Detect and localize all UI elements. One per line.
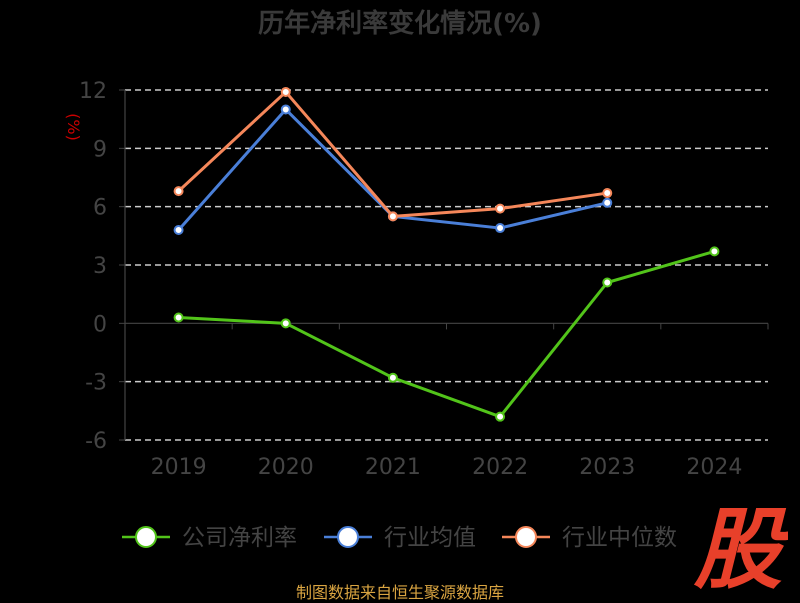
legend-label: 公司净利率 bbox=[182, 525, 297, 551]
data-point bbox=[602, 197, 613, 208]
series-line bbox=[177, 90, 608, 218]
y-tick-label: 12 bbox=[79, 79, 107, 104]
x-tick-label: 2024 bbox=[686, 455, 742, 480]
legend-marker bbox=[337, 526, 359, 548]
data-point bbox=[280, 104, 291, 115]
x-tick-label: 2020 bbox=[258, 455, 314, 480]
y-tick-label: 9 bbox=[93, 137, 107, 162]
data-point bbox=[280, 86, 291, 97]
data-point bbox=[280, 318, 291, 329]
y-tick-label: 0 bbox=[93, 312, 107, 337]
data-point bbox=[495, 203, 506, 214]
x-tick-label: 2021 bbox=[365, 455, 421, 480]
data-point bbox=[602, 188, 613, 199]
x-tick-label: 2022 bbox=[472, 455, 528, 480]
data-point bbox=[709, 246, 720, 257]
legend: 公司净利率 行业均值 行业中位数 bbox=[122, 525, 677, 551]
y-axis-label: (%) bbox=[64, 113, 83, 141]
data-point bbox=[173, 312, 184, 323]
x-tick-label: 2019 bbox=[151, 455, 207, 480]
y-tick-label: -3 bbox=[85, 371, 107, 396]
legend-marker bbox=[515, 526, 537, 548]
legend-item: 行业中位数 bbox=[502, 525, 677, 551]
legend-label: 行业均值 bbox=[384, 525, 476, 551]
series-line bbox=[178, 249, 715, 419]
data-point bbox=[387, 372, 398, 383]
brand-logo: 股 bbox=[693, 500, 788, 592]
axes: 12 9 6 3 0 -3 -6 2019 2020 2021 2022 2023 2024 bbox=[79, 79, 769, 480]
chart-title: 历年净利率变化情况(%) bbox=[258, 8, 542, 39]
y-tick-label: 6 bbox=[93, 196, 107, 221]
data-point bbox=[602, 277, 613, 288]
y-tick-label: 3 bbox=[93, 254, 107, 279]
series-layer bbox=[173, 86, 720, 422]
brand-logo-mark: 股 bbox=[693, 500, 788, 592]
data-point bbox=[495, 223, 506, 234]
series-0 bbox=[173, 246, 720, 422]
legend-item: 行业均值 bbox=[324, 525, 476, 551]
legend-item: 公司净利率 bbox=[122, 525, 297, 551]
x-tick-label: 2023 bbox=[579, 455, 635, 480]
data-point bbox=[173, 186, 184, 197]
data-point bbox=[173, 225, 184, 235]
data-point bbox=[387, 211, 398, 222]
data-point bbox=[495, 411, 506, 422]
y-tick-label: -6 bbox=[85, 429, 107, 454]
data-source-credit: 制图数据来自恒生聚源数据库 bbox=[295, 583, 504, 602]
legend-label: 行业中位数 bbox=[562, 525, 677, 551]
legend-marker bbox=[135, 526, 157, 548]
grid-lines bbox=[125, 89, 768, 441]
series-2 bbox=[173, 86, 613, 222]
